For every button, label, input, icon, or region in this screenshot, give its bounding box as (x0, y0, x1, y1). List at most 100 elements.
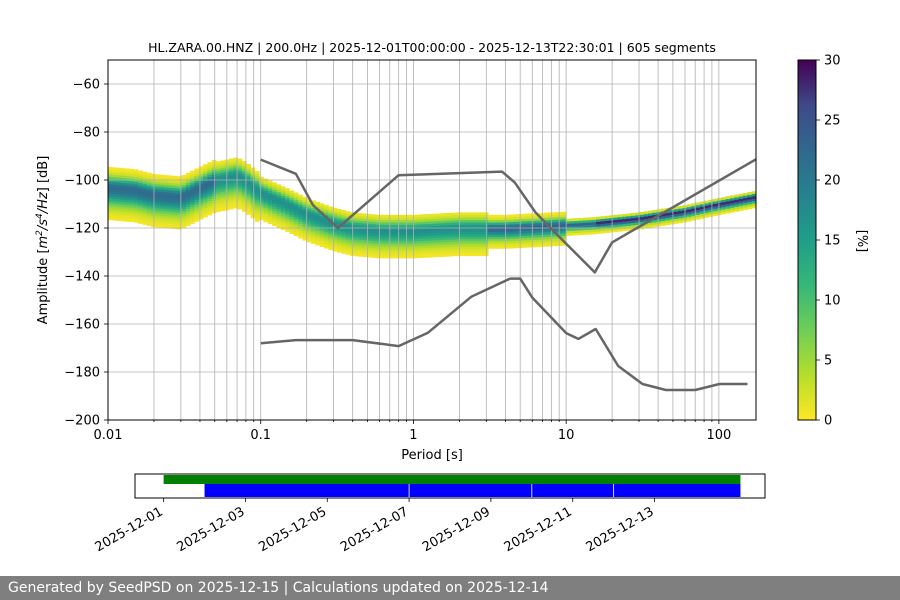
heatmap-cell (267, 218, 273, 222)
heatmap-cell (198, 211, 204, 215)
heatmap-cell (319, 217, 325, 221)
heatmap-cell (496, 241, 502, 244)
heatmap-cell (449, 217, 454, 221)
heatmap-cell (159, 179, 165, 183)
heatmap-cell (643, 218, 649, 222)
heatmap-cell (457, 219, 463, 223)
heatmap-cell (259, 188, 264, 192)
heatmap-cell (112, 188, 118, 192)
heatmap-cell (263, 190, 269, 194)
heatmap-cell (146, 206, 152, 210)
heatmap-cell (375, 231, 381, 235)
heatmap-cell (203, 185, 208, 189)
heatmap-cell (470, 234, 476, 237)
heatmap-cell (557, 231, 562, 234)
heatmap-cell (272, 201, 277, 205)
heatmap-cell (241, 170, 247, 174)
heatmap-cell (406, 219, 411, 223)
heatmap-cell (254, 197, 260, 201)
heatmap-cell (401, 214, 407, 218)
heatmap-cell (371, 238, 377, 242)
heatmap-cell (341, 229, 346, 233)
heatmap-cell (462, 241, 467, 244)
heatmap-cell (272, 187, 277, 191)
heatmap-cell (475, 214, 480, 218)
heatmap-cell (146, 187, 152, 190)
heatmap-cell (146, 208, 152, 212)
heatmap-cell (730, 202, 735, 206)
heatmap-cell (190, 199, 195, 203)
heatmap-cell (393, 234, 398, 237)
heatmap-cell (345, 239, 351, 243)
heatmap-cell (198, 183, 204, 186)
heatmap-cell (250, 191, 256, 195)
heatmap-cell (652, 212, 658, 216)
heatmap-cell (112, 172, 118, 175)
heatmap-cell (250, 201, 256, 204)
heatmap-cell (177, 217, 182, 220)
heatmap-cell (552, 216, 558, 220)
heatmap-cell (133, 215, 139, 218)
heatmap-cell (557, 219, 562, 222)
heatmap-cell (432, 240, 437, 243)
heatmap-cell (164, 206, 169, 210)
heatmap-cell (570, 223, 575, 226)
heatmap-cell (241, 161, 247, 164)
heatmap-cell (531, 227, 537, 231)
heatmap-cell (423, 228, 429, 232)
heatmap-cell (475, 243, 480, 247)
heatmap-cell (406, 217, 411, 220)
heatmap-cell (371, 255, 377, 258)
heatmap-cell (751, 193, 756, 197)
heatmap-cell (401, 219, 407, 223)
heatmap-cell (302, 230, 308, 234)
heatmap-cell (574, 222, 580, 226)
heatmap-cell (246, 192, 251, 196)
heatmap-cell (112, 186, 118, 190)
heatmap-cell (397, 253, 403, 256)
heatmap-cell (263, 183, 269, 187)
heatmap-cell (367, 237, 372, 241)
heatmap-cell (384, 253, 390, 256)
heatmap-cell (444, 215, 450, 219)
heatmap-cell (617, 224, 623, 227)
heatmap-cell (630, 225, 636, 228)
heatmap-cell (190, 170, 195, 174)
heatmap-cell (181, 177, 187, 181)
heatmap-cell (220, 198, 226, 202)
heatmap-cell (164, 218, 169, 222)
heatmap-cell (198, 173, 204, 177)
heatmap-cell (280, 191, 286, 194)
heatmap-cell (544, 229, 550, 233)
heatmap-cell (643, 211, 649, 215)
heatmap-cell (717, 197, 722, 201)
heatmap-cell (146, 191, 152, 195)
heatmap-cell (311, 233, 316, 237)
heatmap-cell (362, 247, 368, 250)
heatmap-cell (181, 201, 187, 205)
heatmap-cell (276, 184, 282, 188)
heatmap-cell (319, 205, 325, 209)
heatmap-cell (721, 199, 727, 203)
heatmap-cell (496, 229, 502, 232)
heatmap-cell (721, 201, 727, 205)
heatmap-cell (470, 246, 476, 249)
heatmap-cell (449, 232, 454, 235)
heatmap-cell (380, 253, 385, 256)
heatmap-cell (479, 212, 485, 216)
heatmap-cell (241, 187, 247, 191)
heatmap-cell (414, 217, 420, 220)
heatmap-cell (164, 208, 169, 212)
heatmap-cell (125, 192, 130, 196)
x-tick-label: 1 (409, 428, 417, 443)
heatmap-cell (172, 197, 178, 201)
heatmap-cell (380, 238, 385, 242)
heatmap-cell (444, 217, 450, 221)
heatmap-cell (155, 176, 161, 180)
heatmap-cell (380, 222, 385, 225)
heatmap-cell (138, 192, 143, 195)
heatmap-cell (492, 217, 498, 220)
heatmap-cell (643, 213, 649, 217)
heatmap-cell (522, 237, 528, 241)
heatmap-cell (302, 223, 308, 227)
